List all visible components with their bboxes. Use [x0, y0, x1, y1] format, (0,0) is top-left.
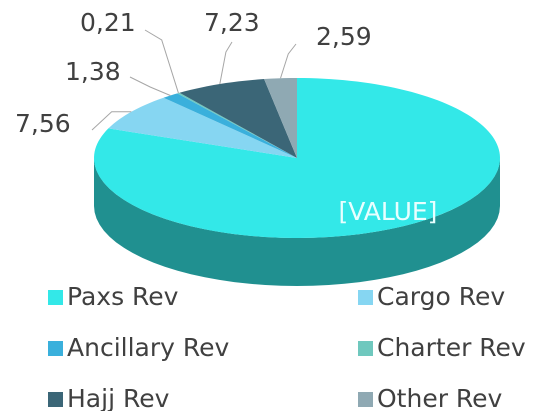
leader-line — [91, 111, 132, 131]
legend-swatch — [358, 341, 373, 356]
legend-swatch — [48, 341, 63, 356]
pie-slice — [163, 93, 297, 158]
value-label: 0,21 — [80, 8, 136, 37]
legend-label: Ancillary Rev — [67, 333, 229, 362]
value-label: 2,59 — [316, 22, 372, 51]
pie-slice — [177, 92, 297, 158]
value-label: [VALUE] — [338, 197, 438, 226]
leader-line — [280, 43, 297, 79]
legend-swatch — [48, 290, 63, 305]
value-label: 7,23 — [204, 8, 260, 37]
legend-label: Cargo Rev — [377, 282, 505, 311]
legend-label: Paxs Rev — [67, 282, 179, 311]
legend-label: Other Rev — [377, 384, 503, 411]
legend-label: Hajj Rev — [67, 384, 170, 411]
legend-swatch — [48, 392, 63, 407]
legend-swatch — [358, 290, 373, 305]
leader-line — [219, 41, 233, 85]
legend-swatch — [358, 392, 373, 407]
pie-slice — [108, 97, 298, 158]
value-label: 1,38 — [65, 57, 121, 86]
pie-side — [94, 158, 500, 286]
pie-slice — [94, 78, 500, 238]
pie-slice — [179, 79, 297, 158]
pie-slice — [264, 78, 297, 158]
value-label: 7,56 — [15, 109, 71, 138]
legend-label: Charter Rev — [377, 333, 526, 362]
leader-line — [129, 76, 171, 96]
leader-line — [144, 29, 179, 94]
